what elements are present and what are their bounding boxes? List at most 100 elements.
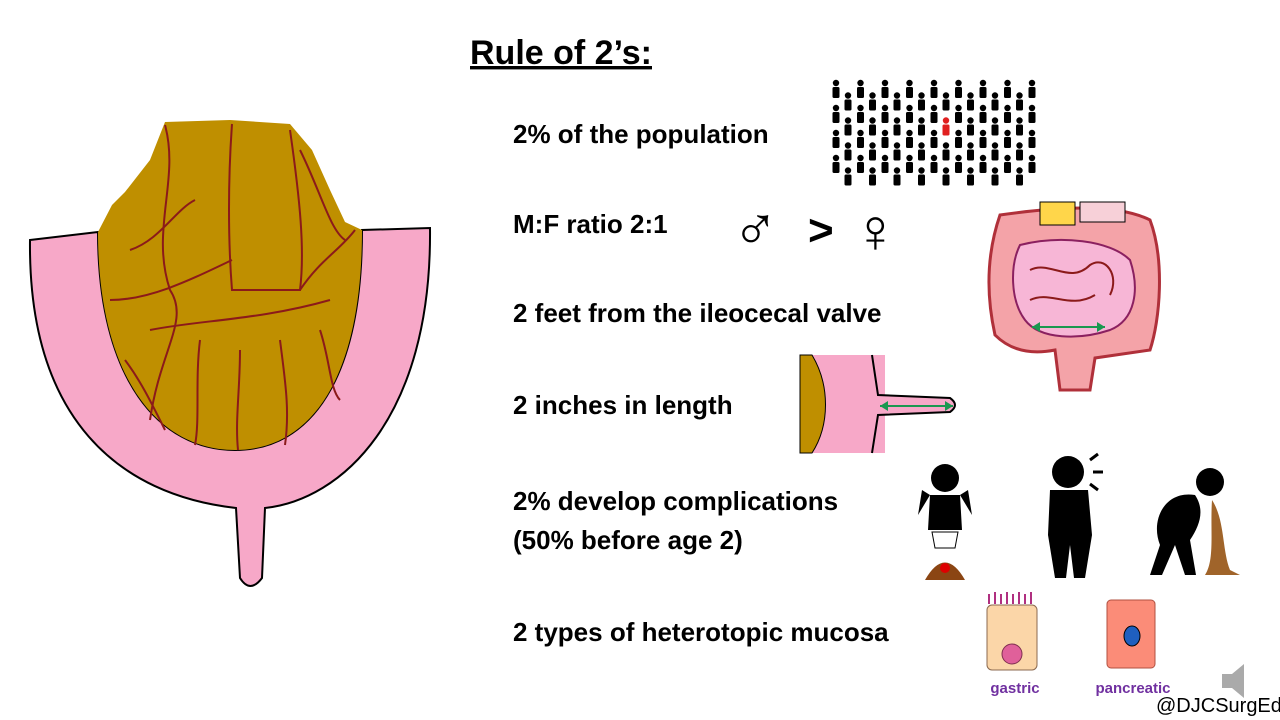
person-head <box>930 79 938 87</box>
person-body <box>918 149 925 161</box>
person-body <box>979 87 987 98</box>
person-body <box>991 124 999 136</box>
person-body <box>881 162 889 173</box>
person-body <box>869 99 876 111</box>
person-body <box>857 162 864 173</box>
person-head <box>832 79 840 87</box>
person-head <box>881 104 889 112</box>
microvilli <box>988 592 1032 604</box>
baby-body <box>918 490 972 530</box>
rule-item: 2% develop complications <box>513 486 838 516</box>
gastric-nucleus <box>1001 643 1023 665</box>
person-head <box>942 142 950 149</box>
person-body <box>881 87 889 98</box>
person-head <box>967 92 974 99</box>
person-body <box>979 137 987 148</box>
person-body <box>832 137 840 148</box>
stool-content <box>98 120 362 450</box>
person-head <box>844 142 852 149</box>
person-head <box>942 92 950 99</box>
person-head <box>1004 104 1011 112</box>
person-head <box>979 129 987 137</box>
person-head <box>991 117 999 124</box>
pain-body <box>1048 490 1092 578</box>
person-head <box>991 167 999 174</box>
vomit <box>1205 500 1240 575</box>
person-body <box>844 174 852 186</box>
gastric-cell <box>986 604 1038 671</box>
person-head <box>869 92 876 99</box>
person-body <box>991 174 999 186</box>
person-head <box>869 117 876 124</box>
person-head <box>991 92 999 99</box>
population-icon <box>832 79 1036 186</box>
person-body <box>1004 137 1011 148</box>
rule-item: 2 inches in length <box>513 390 733 420</box>
person-body <box>844 149 852 161</box>
stomach <box>1039 201 1076 226</box>
person-head <box>955 129 962 137</box>
person-head <box>1016 142 1023 149</box>
person-body <box>942 149 950 161</box>
person-head <box>844 167 852 174</box>
person-body <box>967 174 974 186</box>
vein <box>124 149 346 431</box>
male-symbol: ♂ <box>732 195 779 264</box>
person-body <box>1004 87 1011 98</box>
diverticulum-zoom <box>799 354 956 454</box>
person-body <box>967 124 974 136</box>
person-head <box>1028 154 1036 162</box>
vein <box>149 124 178 421</box>
person-body <box>906 162 913 173</box>
person-body <box>955 87 962 98</box>
zoom-outline <box>871 354 956 454</box>
person-body <box>1028 162 1036 173</box>
speaker-icon[interactable] <box>1222 664 1244 698</box>
person-head <box>979 154 987 162</box>
vein <box>109 229 356 331</box>
person-body <box>1016 99 1023 111</box>
person-body <box>991 149 999 161</box>
vein <box>228 123 303 291</box>
person-body <box>1016 174 1023 186</box>
person-body <box>906 112 913 123</box>
rule-item: 2 types of heterotopic mucosa <box>513 617 889 647</box>
person-head <box>869 167 876 174</box>
person-body <box>857 112 864 123</box>
person-head <box>930 129 938 137</box>
person-body <box>1028 112 1036 123</box>
person-head <box>906 104 913 112</box>
liver <box>1079 201 1126 223</box>
person-body <box>979 162 987 173</box>
person-body <box>869 174 876 186</box>
baby-head <box>931 464 959 492</box>
person-head <box>857 129 864 137</box>
person-body <box>955 112 962 123</box>
person-body <box>955 137 962 148</box>
person-head <box>881 129 889 137</box>
person-head <box>857 154 864 162</box>
person-body <box>893 124 901 136</box>
bowel-fold <box>1029 261 1115 302</box>
person-body <box>906 87 913 98</box>
person-body <box>893 174 901 186</box>
person-head <box>893 167 901 174</box>
vein <box>194 329 341 451</box>
small-bowel <box>1012 239 1136 338</box>
diaper <box>931 531 959 549</box>
zoom-stool <box>799 354 826 454</box>
person-body <box>1028 87 1036 98</box>
person-head <box>967 142 974 149</box>
greater-than: > <box>808 206 834 255</box>
rule-item: M:F ratio 2:1 <box>513 209 668 239</box>
person-body <box>942 99 950 111</box>
person-head <box>1004 79 1011 87</box>
person-head <box>832 154 840 162</box>
person-body <box>955 162 962 173</box>
vomit-body <box>1150 494 1201 575</box>
person-head <box>918 167 925 174</box>
person-head <box>918 142 925 149</box>
diverticulum-illustration <box>28 120 432 587</box>
person-head <box>832 129 840 137</box>
person-head <box>893 142 901 149</box>
